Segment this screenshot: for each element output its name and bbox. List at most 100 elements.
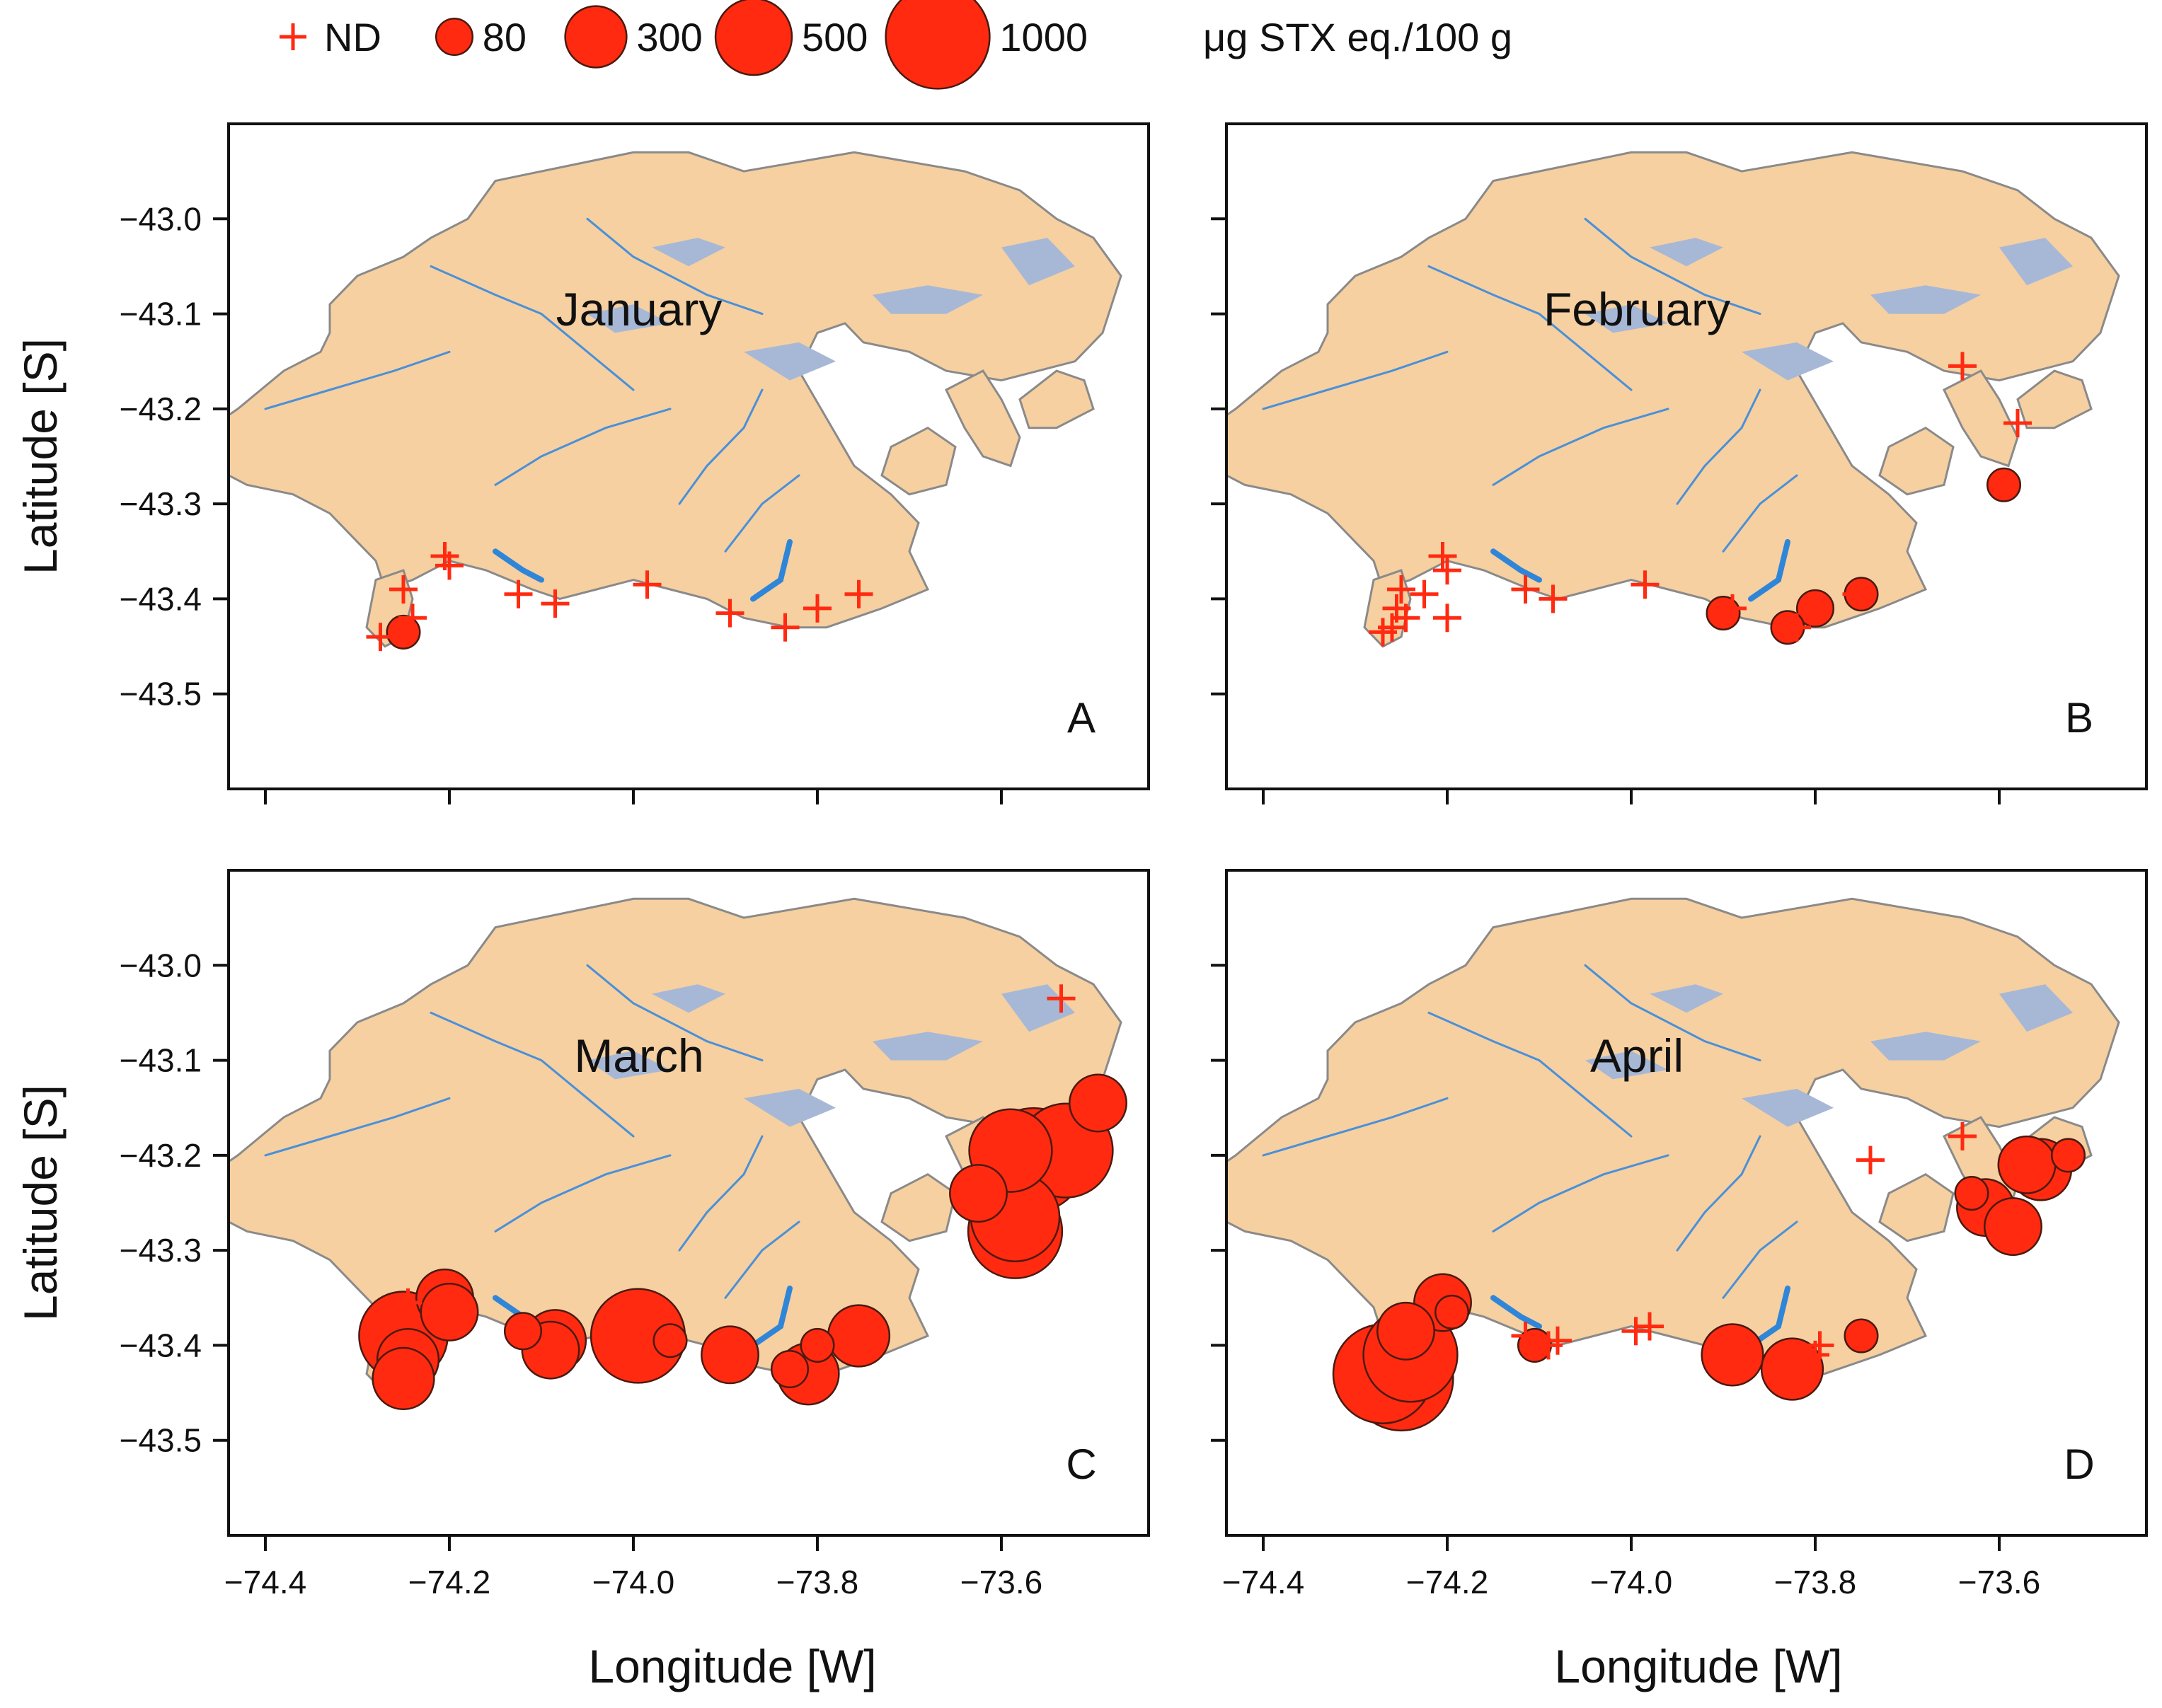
river-line xyxy=(430,265,635,391)
river-line xyxy=(1584,217,1761,316)
x-tick-label: −73.6 xyxy=(960,1564,1042,1600)
panel-frame xyxy=(227,869,1150,1537)
land-shape xyxy=(1018,369,1095,429)
lake-shape xyxy=(652,238,725,267)
land-shape xyxy=(229,897,1122,1375)
nd-sample-cross-icon xyxy=(1635,1312,1664,1341)
y-tick-label: −43.2 xyxy=(120,391,202,427)
stx-sample-circle xyxy=(372,1346,435,1411)
y-tick-label: −43.3 xyxy=(120,1232,202,1269)
panel-frame xyxy=(1225,122,2148,790)
legend-size-circle xyxy=(435,17,474,57)
fjord-line xyxy=(493,548,544,583)
land-shape xyxy=(880,1172,957,1242)
fjord-line xyxy=(750,1285,793,1349)
nd-sample-cross-icon xyxy=(1511,575,1540,604)
nd-sample-cross-icon xyxy=(398,604,427,633)
nd-sample-cross-icon xyxy=(504,579,533,608)
nd-sample-cross-icon xyxy=(1428,542,1457,570)
month-label: March xyxy=(574,1029,703,1082)
stx-sample-circle xyxy=(1701,1323,1764,1387)
nd-sample-cross-icon xyxy=(1410,579,1439,608)
legend-nd-cross-icon xyxy=(280,23,306,50)
x-tick-label: −74.0 xyxy=(592,1564,674,1600)
river-line xyxy=(494,408,672,486)
panel-letter: C xyxy=(1066,1441,1096,1488)
river-line xyxy=(1427,1011,1633,1138)
stx-sample-circle xyxy=(1954,1176,1989,1211)
lake-shape xyxy=(744,342,836,381)
nd-sample-cross-icon xyxy=(771,613,800,642)
river-line xyxy=(678,1135,764,1252)
stx-sample-circle xyxy=(701,1325,759,1385)
fjord-line xyxy=(1748,1285,1790,1349)
nd-sample-cross-icon xyxy=(1805,1331,1834,1360)
nd-sample-cross-icon xyxy=(1511,1322,1540,1350)
lake-shape xyxy=(587,1051,670,1080)
map-panel-c: March C −43.0 −43.1 −43.2 −43.3 −43.4 −43.5 −74.… xyxy=(120,869,1150,1600)
river-line xyxy=(1427,265,1633,391)
stx-sample-circle xyxy=(1997,1135,2057,1194)
nd-sample-cross-icon xyxy=(389,575,418,604)
y-tick-label: −43.2 xyxy=(120,1137,202,1174)
river-line xyxy=(1676,388,1761,505)
stx-sample-circle xyxy=(1795,589,1835,628)
nd-sample-cross-icon xyxy=(366,623,395,652)
stx-sample-circle xyxy=(420,1282,479,1341)
y-tick-label: −43.5 xyxy=(120,1422,202,1459)
stx-sample-circle xyxy=(503,1312,543,1351)
map-panel-d: April D −74.4 −74.2 −74.0 −73.8 −73.6 xyxy=(1211,869,2148,1600)
fjord-line xyxy=(1748,538,1790,602)
river-line xyxy=(1262,350,1449,410)
nd-sample-cross-icon xyxy=(715,599,744,628)
nd-sample-cross-icon xyxy=(1621,1317,1650,1346)
month-label: January xyxy=(556,283,723,335)
nd-sample-cross-icon xyxy=(633,570,662,599)
nd-sample-cross-icon xyxy=(1433,604,1461,633)
month-label: April xyxy=(1590,1029,1684,1082)
lake-shape xyxy=(1999,238,2073,286)
nd-sample-cross-icon xyxy=(1543,1326,1572,1355)
lake-shape xyxy=(873,285,983,314)
nd-sample-cross-icon xyxy=(1948,352,1977,381)
nd-sample-cross-icon xyxy=(1718,594,1747,623)
nd-sample-cross-icon xyxy=(1842,579,1871,608)
panel-letter: A xyxy=(1067,694,1096,742)
nd-sample-cross-icon xyxy=(1382,594,1411,623)
river-line xyxy=(494,1154,672,1233)
nd-sample-cross-icon xyxy=(1047,984,1076,1013)
river-line xyxy=(678,388,764,505)
stx-sample-circle xyxy=(1986,467,2022,502)
legend-size-label: 80 xyxy=(483,15,527,59)
river-line xyxy=(264,350,451,410)
fjord-line xyxy=(1490,1295,1542,1329)
y-tick-label: −43.1 xyxy=(120,296,202,333)
y-tick-label: −43.1 xyxy=(120,1042,202,1079)
river-line xyxy=(1584,964,1761,1062)
x-tick-label: −73.8 xyxy=(776,1564,858,1600)
stx-sample-circle xyxy=(770,1349,810,1389)
fjord-line xyxy=(1490,548,1542,583)
x-tick-label: −74.4 xyxy=(224,1564,306,1600)
lake-shape xyxy=(1001,984,1075,1032)
river-line xyxy=(1262,1097,1449,1157)
legend-size-label: 1000 xyxy=(999,15,1088,59)
lake-shape xyxy=(1585,304,1668,333)
y-tick-label: −43.3 xyxy=(120,485,202,522)
nd-sample-cross-icon xyxy=(393,1288,422,1317)
nd-sample-cross-icon xyxy=(1856,1146,1885,1175)
nd-sample-cross-icon xyxy=(1783,613,1811,642)
nd-sample-cross-icon xyxy=(1539,584,1568,613)
river-line xyxy=(586,964,764,1062)
nd-sample-cross-icon xyxy=(541,589,570,618)
river-line xyxy=(1676,1135,1761,1252)
y-tick-label: −43.0 xyxy=(120,947,202,983)
stx-sample-circle xyxy=(1069,1073,1127,1133)
legend: ND 80 300 500 1000 μg STX eq./100 g xyxy=(280,0,1512,90)
x-tick-label: −74.2 xyxy=(1406,1564,1488,1600)
legend-size-circle xyxy=(885,0,991,90)
y-tick-label: −43.4 xyxy=(120,580,202,617)
lake-shape xyxy=(652,984,725,1013)
river-line xyxy=(264,1097,451,1157)
stx-sample-circle xyxy=(1434,1294,1470,1329)
